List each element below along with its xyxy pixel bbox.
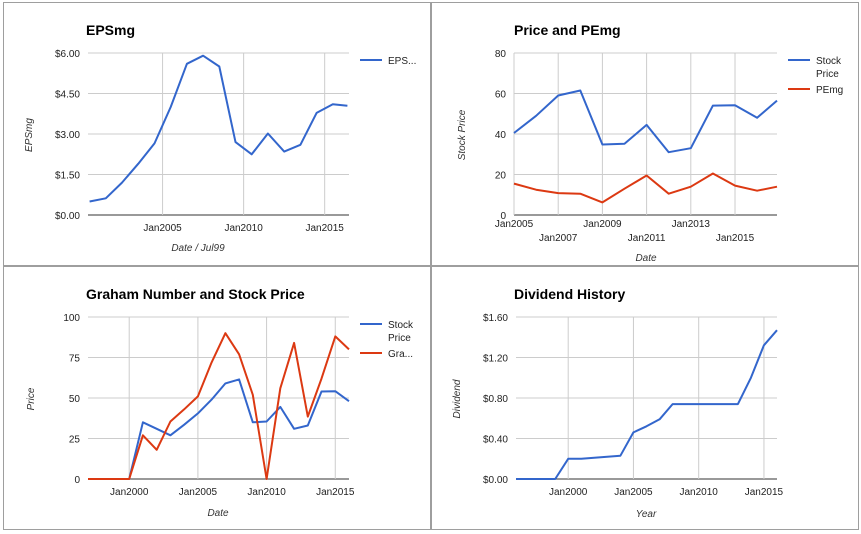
chart-panel-dividend-history: Dividend History $0.00 $0.40 $0.80 $1.20 $1.… bbox=[431, 266, 859, 530]
y-tick-label: $4.50 bbox=[55, 90, 80, 101]
y-tick-label: $0.00 bbox=[483, 475, 508, 486]
x-tick-label: Jan2000 bbox=[549, 487, 588, 498]
chart-panel-graham-number: Graham Number and Stock Price 0 25 50 75 100… bbox=[3, 266, 431, 530]
chart-svg-epsmg: EPSmg $0.00 $1.50 $3.00 $4.50 $6.00 Jan2005 Ja… bbox=[24, 22, 416, 254]
x-tick-label: Jan2015 bbox=[745, 487, 784, 498]
y-tick-label: $1.20 bbox=[483, 354, 508, 365]
x-tick-label: Jan2005 bbox=[495, 219, 534, 230]
y-tick-label: 75 bbox=[69, 354, 81, 365]
y-axis-label: Dividend bbox=[452, 379, 463, 418]
y-tick-label: 40 bbox=[495, 130, 507, 141]
x-tick-label: Jan2010 bbox=[680, 487, 719, 498]
y-tick-label: 60 bbox=[495, 90, 507, 101]
x-tick-label: Jan2011 bbox=[628, 233, 666, 244]
series-line-1 bbox=[89, 54, 348, 203]
series-line-1 bbox=[513, 89, 778, 154]
x-tick-label: Jan2009 bbox=[583, 219, 622, 230]
legend: Stock Price PEmg bbox=[788, 56, 843, 96]
legend: EPS... bbox=[360, 56, 416, 67]
y-tick-label: $0.40 bbox=[483, 435, 508, 446]
legend-label-2: PEmg bbox=[816, 85, 843, 96]
y-tick-label: 0 bbox=[500, 211, 506, 222]
chart-svg-graham-number: Graham Number and Stock Price 0 25 50 75 100… bbox=[26, 286, 414, 519]
series-line-2 bbox=[513, 172, 778, 204]
plot-area: 0 25 50 75 100 Jan2000 Jan2005 Jan2010 Jan2015 bbox=[63, 313, 355, 498]
chart-panel-price-pemg: Price and PEmg 0 20 40 60 80 Jan2005 Jan2007 Ja… bbox=[431, 2, 859, 266]
x-tick-label: Jan2015 bbox=[316, 487, 355, 498]
plot-area: $0.00 $1.50 $3.00 $4.50 $6.00 Jan2005 Jan2010 J… bbox=[55, 49, 349, 234]
x-tick-label: Jan2015 bbox=[305, 223, 344, 234]
legend-label-1: Stock Price bbox=[816, 56, 842, 80]
chart-title: Dividend History bbox=[514, 286, 625, 302]
legend-label-1: EPS... bbox=[388, 56, 416, 67]
y-tick-label: 20 bbox=[495, 171, 507, 182]
x-axis-label: Date bbox=[635, 253, 657, 264]
chart-title: Graham Number and Stock Price bbox=[86, 286, 305, 302]
legend-label-2: Gra... bbox=[388, 349, 413, 360]
plot-area: 0 20 40 60 80 Jan2005 Jan2007 Jan2009 Jan2011 Jan… bbox=[495, 49, 778, 244]
series-line-1 bbox=[516, 329, 778, 480]
y-tick-label: 0 bbox=[74, 475, 80, 486]
y-tick-label: $1.50 bbox=[55, 171, 80, 182]
y-tick-label: 80 bbox=[495, 49, 507, 60]
y-tick-label: 50 bbox=[69, 394, 81, 405]
y-axis-label: Price bbox=[26, 387, 37, 410]
x-tick-label: Jan2013 bbox=[672, 219, 711, 230]
chart-panel-epsmg: EPSmg $0.00 $1.50 $3.00 $4.50 $6.00 Jan2005 Ja… bbox=[3, 2, 431, 266]
y-tick-label: $3.00 bbox=[55, 130, 80, 141]
x-axis-label: Year bbox=[636, 509, 657, 520]
chart-svg-dividend-history: Dividend History $0.00 $0.40 $0.80 $1.20 $1.… bbox=[452, 286, 784, 520]
chart-title: Price and PEmg bbox=[514, 22, 621, 38]
x-tick-label: Jan2005 bbox=[143, 223, 182, 234]
x-tick-label: Jan2005 bbox=[179, 487, 218, 498]
y-tick-label: $0.80 bbox=[483, 394, 508, 405]
plot-area: $0.00 $0.40 $0.80 $1.20 $1.60 Jan2000 Jan2005 J… bbox=[483, 313, 784, 498]
series-line-1 bbox=[88, 378, 350, 480]
x-tick-label: Jan2000 bbox=[110, 487, 149, 498]
y-axis-label: EPSmg bbox=[24, 118, 35, 152]
x-tick-label: Jan2005 bbox=[614, 487, 653, 498]
chart-svg-price-pemg: Price and PEmg 0 20 40 60 80 Jan2005 Jan2007 Ja… bbox=[457, 22, 843, 264]
x-tick-label: Jan2010 bbox=[247, 487, 286, 498]
y-tick-label: $1.60 bbox=[483, 313, 508, 324]
y-axis-label: Stock Price bbox=[457, 109, 468, 160]
x-tick-label: Jan2010 bbox=[224, 223, 263, 234]
y-tick-label: $0.00 bbox=[55, 211, 80, 222]
y-tick-label: $6.00 bbox=[55, 49, 80, 60]
x-axis-label: Date bbox=[207, 508, 229, 519]
x-axis-label: Date / Jul99 bbox=[171, 243, 225, 254]
chart-title: EPSmg bbox=[86, 22, 135, 38]
legend: Stock Price Gra... bbox=[360, 320, 414, 360]
x-tick-label: Jan2007 bbox=[539, 233, 578, 244]
y-tick-label: 25 bbox=[69, 435, 81, 446]
legend-label-1: Stock Price bbox=[388, 320, 414, 344]
y-tick-label: 100 bbox=[63, 313, 80, 324]
series-line-2 bbox=[88, 332, 350, 480]
x-tick-label: Jan2015 bbox=[716, 233, 755, 244]
